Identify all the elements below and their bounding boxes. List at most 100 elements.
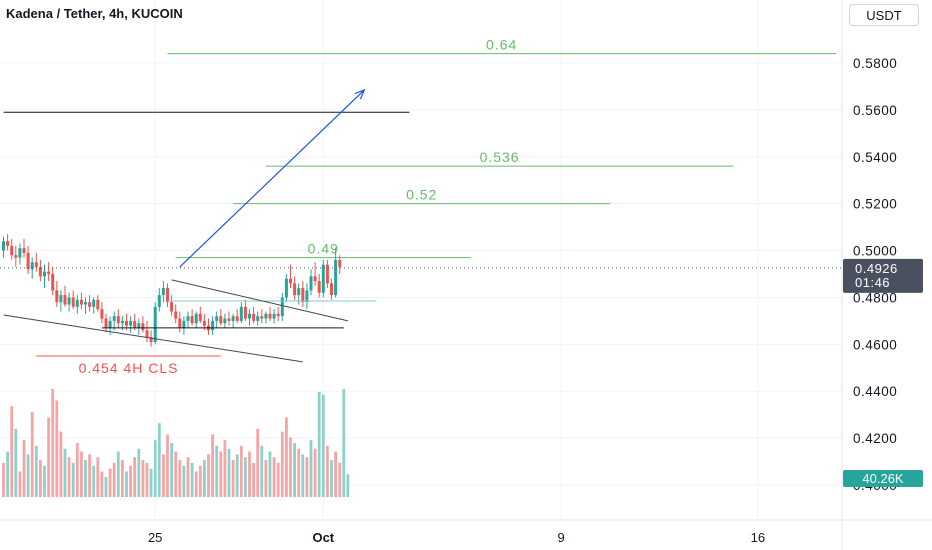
volume-bar (280, 431, 284, 497)
volume-bar (239, 445, 243, 497)
candle-body (334, 259, 338, 296)
candle-body (141, 323, 145, 331)
volume-bars (2, 389, 350, 497)
volume-bar (108, 468, 112, 497)
candle-body (256, 316, 260, 321)
target-label: 0.49 (308, 241, 339, 257)
candle-body (198, 313, 202, 321)
price-tick-label: 0.5400 (853, 150, 897, 165)
last-price-value: 0.4926 (855, 261, 898, 276)
volume-bar (26, 454, 30, 497)
candle-body (112, 316, 116, 321)
candle-body (2, 241, 5, 251)
price-tick-label: 0.4600 (853, 337, 897, 352)
volume-bar (346, 474, 350, 497)
candle-body (10, 245, 14, 256)
volume-value: 40.26K (862, 471, 904, 486)
candle-body (108, 320, 112, 328)
volume-bar (338, 462, 342, 497)
volume-bar (198, 465, 202, 497)
volume-bar (80, 451, 83, 497)
volume-bar (75, 443, 79, 497)
volume-bar (92, 465, 96, 497)
candle-body (104, 318, 108, 328)
volume-bar (6, 451, 9, 497)
candle-body (79, 299, 83, 305)
volume-bar (10, 406, 14, 497)
time-axis[interactable]: 25 Oct 9 16 (148, 530, 765, 545)
volume-bar (170, 443, 173, 497)
last-price-badge (843, 258, 923, 293)
arrow-head (354, 88, 366, 100)
candle-body (190, 316, 194, 324)
volume-bar (321, 394, 325, 497)
volume-bar (18, 471, 22, 497)
volume-bar (342, 389, 346, 497)
volume-bar (71, 462, 75, 497)
time-tick-label: 25 (148, 530, 162, 545)
candle-body (317, 281, 321, 293)
volume-bar (129, 465, 132, 497)
candle-body (30, 262, 34, 270)
candle-body (309, 276, 313, 291)
candle-body (231, 316, 235, 321)
time-tick-label: 9 (557, 530, 564, 545)
candle-body (116, 316, 120, 324)
candle-body (313, 276, 317, 282)
volume-bar (260, 445, 264, 497)
price-tick-label: 0.5600 (853, 103, 897, 118)
volume-bar (256, 428, 260, 497)
chart-title: Kadena / Tether, 4h, KUCOIN (6, 6, 183, 21)
volume-bar (39, 460, 42, 497)
price-tick-label: 0.4400 (853, 384, 897, 399)
candle-body (325, 264, 329, 284)
volume-bar (30, 411, 34, 497)
volume-bar (227, 448, 231, 497)
volume-bar (121, 460, 124, 497)
candle-body (75, 299, 79, 307)
candle-body (178, 318, 182, 328)
volume-bar (305, 457, 309, 497)
volume-bar (125, 471, 128, 497)
candle-body (202, 320, 206, 326)
candle-body (248, 313, 251, 319)
price-tick-label: 0.4200 (853, 431, 897, 446)
volume-bar (174, 451, 178, 497)
volume-bar (219, 451, 223, 497)
candle-body (223, 318, 227, 324)
price-tick-label: 0.5000 (853, 244, 897, 259)
time-tick-label: 16 (751, 530, 765, 545)
volume-bar (22, 440, 26, 497)
volume-bar (96, 457, 100, 497)
candle-body (174, 311, 178, 319)
volume-bar (289, 437, 292, 497)
candle-body (260, 316, 264, 319)
volume-bar (47, 417, 50, 497)
candle-body (96, 299, 100, 310)
volume-bar (285, 417, 288, 497)
candle-body (6, 241, 10, 246)
candle-body (100, 309, 104, 319)
volume-bar (55, 400, 59, 497)
candle-body (211, 320, 215, 331)
volume-bar (235, 454, 239, 497)
volume-bar (112, 462, 116, 497)
volume-bar (166, 434, 169, 497)
candle-body (272, 313, 276, 319)
volume-bar (63, 448, 67, 497)
candle-body (215, 316, 219, 321)
volume-bar (190, 462, 194, 497)
volume-bar (100, 471, 104, 497)
volume-bar (317, 391, 321, 497)
candlesticks (2, 234, 342, 347)
candle-body (186, 316, 190, 321)
bar-countdown: 01:46 (855, 275, 890, 290)
candle-body (145, 330, 149, 338)
currency-button[interactable]: USDT (849, 4, 919, 26)
price-tick-label: 0.5800 (853, 56, 897, 71)
volume-bar (334, 451, 337, 497)
price-tick-label: 0.4800 (853, 290, 897, 305)
